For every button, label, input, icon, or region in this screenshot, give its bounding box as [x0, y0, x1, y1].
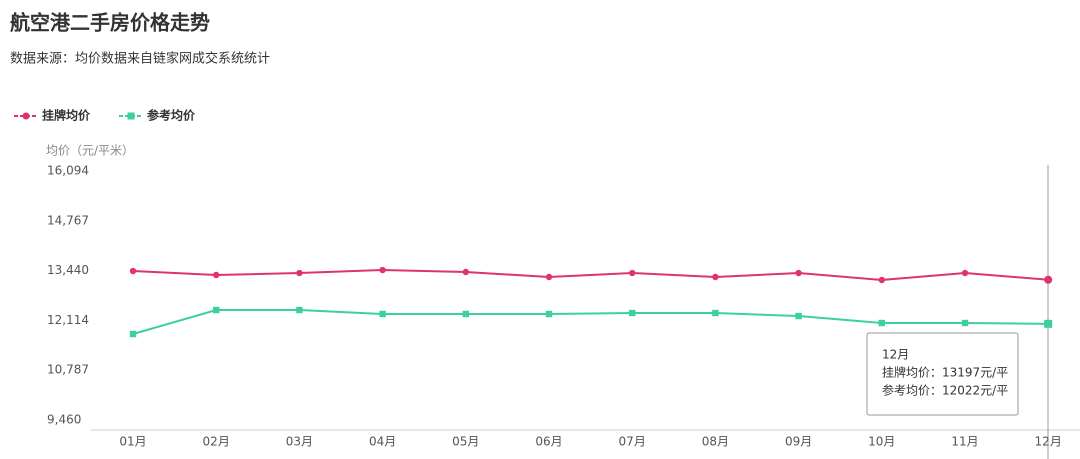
y-tick-label: 10,787 [47, 363, 89, 377]
x-tick-label: 05月 [452, 435, 479, 449]
marker [545, 273, 553, 281]
x-tick-label: 03月 [286, 435, 313, 449]
marker [961, 269, 969, 277]
x-tick-label: 02月 [203, 435, 230, 449]
marker [629, 269, 636, 277]
marker [1044, 275, 1053, 284]
tooltip-title: 12月 [882, 348, 909, 362]
y-tick-label: 12,114 [47, 313, 89, 327]
marker [213, 271, 220, 279]
marker [712, 273, 719, 281]
marker [795, 269, 802, 277]
legend-label: 挂牌均价 [42, 108, 91, 123]
marker [462, 268, 469, 276]
marker [296, 269, 303, 277]
marker [22, 112, 30, 120]
y-tick-label: 13,440 [47, 263, 89, 277]
marker [878, 319, 885, 327]
marker [712, 309, 719, 317]
marker [878, 276, 885, 284]
marker [296, 306, 303, 314]
marker [379, 310, 386, 318]
marker [629, 309, 636, 317]
marker [462, 310, 469, 318]
marker [213, 306, 220, 314]
x-tick-label: 12月 [1035, 435, 1062, 449]
marker [795, 312, 802, 320]
marker [129, 267, 137, 275]
x-tick-label: 01月 [119, 435, 146, 449]
chart-subtitle: 数据来源：均价数据来自链家网成交系统统计 [10, 51, 270, 67]
x-tick-label: 06月 [535, 435, 562, 449]
x-tick-label: 04月 [369, 435, 396, 449]
legend-label: 参考均价 [147, 108, 196, 123]
y-tick-label: 14,767 [47, 213, 89, 227]
series-line [132, 269, 1049, 282]
x-tick-label: 10月 [868, 435, 895, 449]
x-tick-label: 11月 [951, 435, 978, 449]
x-tick-label: 09月 [785, 435, 812, 449]
x-tick-label: 07月 [619, 435, 646, 449]
tooltip-line: 挂牌均价：13197元/平 [882, 366, 1008, 380]
tooltip-line: 参考均价：12022元/平 [882, 383, 1008, 398]
marker [545, 310, 553, 318]
y-tick-label: 9,460 [47, 413, 81, 427]
y-tick-label: 16,094 [47, 164, 89, 178]
chart-title: 航空港二手房价格走势 [10, 11, 210, 35]
y-axis-label: 均价（元/平米） [46, 144, 134, 158]
marker [961, 319, 969, 327]
series-line [132, 309, 1049, 335]
marker [127, 112, 135, 120]
marker [1044, 319, 1053, 328]
x-tick-label: 08月 [702, 435, 729, 449]
marker [379, 266, 386, 274]
tooltip-box [866, 332, 1019, 416]
marker [129, 330, 137, 338]
